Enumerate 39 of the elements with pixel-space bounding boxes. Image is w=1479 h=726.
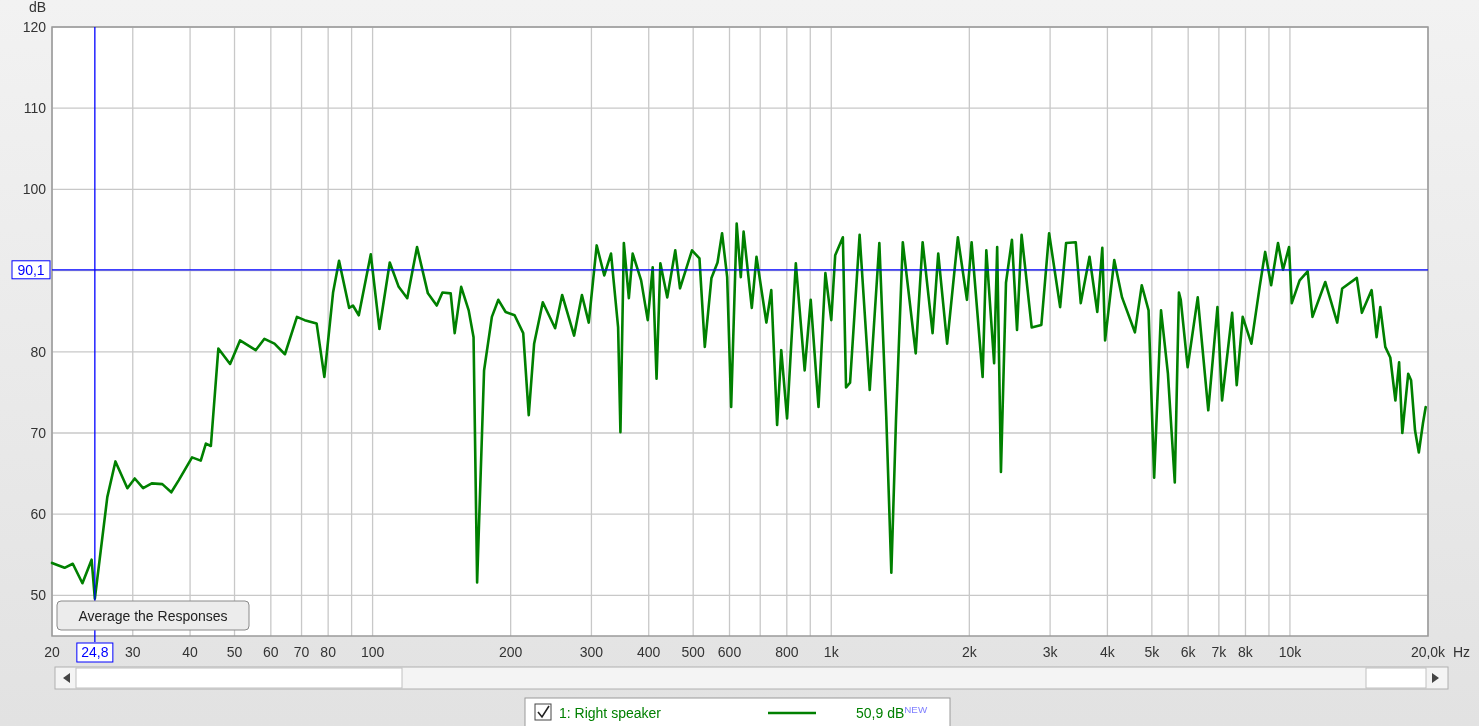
x-tick-label: 800 — [775, 644, 799, 660]
x-tick-label: 300 — [579, 644, 604, 660]
x-tick-label: 2k — [961, 644, 978, 660]
x-tick-label: 6k — [1180, 644, 1197, 660]
x-axis-title: Hz — [1453, 644, 1471, 660]
y-tick-label: 60 — [30, 506, 47, 523]
ref-line-label: 24,8 — [81, 644, 109, 660]
x-tick-label: 500 — [681, 644, 706, 660]
x-tick-label: 50 — [226, 644, 243, 660]
x-tick-label: 1k — [823, 644, 840, 660]
button: Average the Responses — [56, 600, 250, 631]
y-tick-label: 50 — [30, 587, 47, 604]
x-tick-label: 4k — [1100, 644, 1116, 660]
y-tick-label: 120 — [22, 18, 47, 35]
x-tick-label: 7k — [1211, 644, 1228, 660]
x-tick-label: 200 — [498, 644, 523, 660]
x-tick-label: 600 — [717, 644, 742, 660]
text: 1: Right speaker — [559, 705, 662, 721]
x-tick-label: 70 — [293, 644, 310, 660]
x-tick-label: 3k — [1042, 644, 1059, 660]
x-tick-label: 10k — [1278, 644, 1303, 660]
y-tick-label: 110 — [23, 100, 47, 117]
x-tick-label: 30 — [124, 644, 141, 660]
y-tick-label: 80 — [30, 343, 47, 360]
annotation: Average the Responses — [78, 608, 228, 624]
x-tick-label: 80 — [320, 644, 337, 660]
y-tick-label: 100 — [22, 181, 47, 198]
x-tick-label: 40 — [182, 644, 199, 660]
x-tick-label: 5k — [1144, 644, 1161, 660]
ref-line-label: 90,1 — [17, 261, 45, 278]
x-tick-label: 20,0k — [1410, 644, 1447, 660]
x-tick-label: 400 — [637, 644, 661, 660]
x-tick-label: 8k — [1238, 644, 1254, 660]
text: 50,9 dB$^{NEW}$ — [856, 703, 928, 721]
y-axis-title: dB — [28, 0, 46, 15]
x-tick-label: 60 — [263, 644, 279, 660]
x-tick-label: 20 — [44, 644, 60, 660]
x-tick-label: 100 — [360, 644, 385, 660]
y-tick-label: 70 — [30, 424, 47, 441]
